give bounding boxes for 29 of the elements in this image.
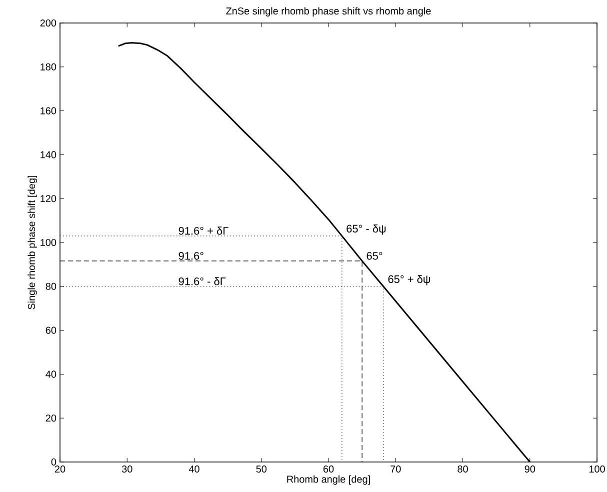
x-tick-label: 20 [54, 466, 66, 473]
annotation: 91.6° [178, 252, 204, 260]
x-tick-label: 50 [256, 466, 267, 473]
y-tick-label: 20 [46, 414, 56, 422]
x-tick-label: 40 [188, 466, 200, 473]
y-tick-label: 180 [40, 63, 56, 70]
y-tick-label: 60 [46, 326, 56, 334]
x-tick-label: 30 [122, 466, 132, 473]
y-axis-title: Single rhomb phase shift [deg] [28, 176, 37, 310]
annotation: 91.6° + δΓ [178, 226, 228, 235]
annotation: 91.6° - δΓ [178, 277, 226, 286]
y-tick-label: 40 [46, 370, 56, 378]
x-tick-label: 100 [589, 466, 605, 473]
x-tick-label: 90 [524, 466, 536, 473]
annotation: 65° [366, 252, 382, 260]
chart-title: ZnSe single rhomb phase shift vs rhomb angle [226, 7, 431, 16]
x-tick-label: 60 [323, 466, 334, 473]
y-tick-label: 120 [40, 195, 56, 202]
y-tick-label: 80 [46, 282, 56, 290]
x-tick-label: 70 [390, 466, 401, 473]
annotation: 65° + δψ [388, 274, 430, 286]
annotation: 65° - δψ [346, 224, 386, 235]
y-tick-label: 200 [40, 19, 56, 27]
x-axis-title: Rhomb angle [deg] [287, 475, 370, 485]
y-tick-label: 140 [40, 151, 56, 158]
y-tick-label: 0 [51, 458, 56, 466]
y-tick-label: 100 [40, 238, 56, 246]
x-tick-label: 80 [458, 466, 468, 473]
y-tick-label: 160 [40, 107, 56, 114]
